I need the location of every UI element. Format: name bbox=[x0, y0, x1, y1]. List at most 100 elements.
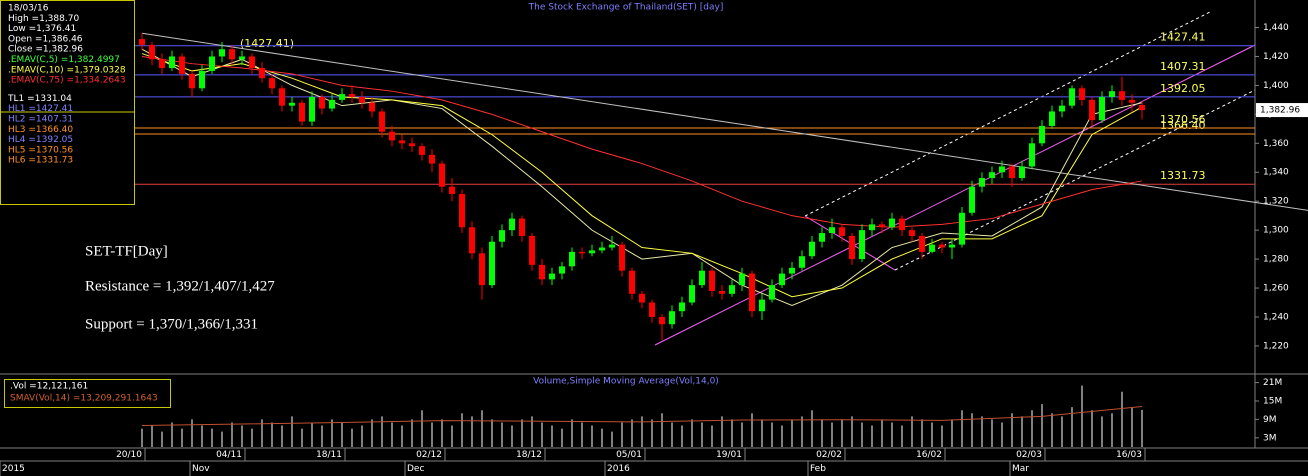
candle-body bbox=[719, 290, 725, 294]
candle-body bbox=[979, 178, 985, 187]
candle-body bbox=[229, 49, 235, 60]
candle-body bbox=[1029, 143, 1035, 167]
volume-info-line: .Vol =12,121,161 bbox=[10, 382, 88, 392]
candle-body bbox=[769, 285, 775, 300]
candle-body bbox=[1009, 166, 1015, 179]
candle-body bbox=[1119, 91, 1125, 100]
candle-body bbox=[789, 267, 795, 274]
x-tick-label: 02/03 bbox=[1016, 450, 1042, 460]
y-tick-label: 1,320 bbox=[1263, 197, 1289, 207]
y-tick-label: 21M bbox=[1263, 378, 1282, 388]
level-label: 1407.31 bbox=[1160, 60, 1206, 73]
candle-body bbox=[819, 233, 825, 242]
info-line: .EMAV(C,10) =1,379.0328 bbox=[8, 65, 126, 75]
period-label: Nov bbox=[192, 464, 210, 474]
candle-body bbox=[149, 44, 155, 60]
annotation: SET-TF[Day] bbox=[85, 243, 168, 259]
candle-body bbox=[999, 166, 1005, 173]
candle-body bbox=[549, 273, 555, 280]
ema-line bbox=[141, 55, 1143, 228]
period-label: 2015 bbox=[2, 464, 25, 474]
level-label: 1366.40 bbox=[1160, 119, 1206, 132]
candle-body bbox=[1019, 166, 1025, 179]
candle-body bbox=[319, 96, 325, 109]
price-tag-label: 1,382.96 bbox=[1260, 106, 1300, 116]
annotation: (1427.41) bbox=[240, 37, 294, 50]
x-tick-label: 02/12 bbox=[416, 450, 442, 460]
candle-body bbox=[799, 256, 805, 268]
candle-body bbox=[609, 244, 615, 248]
candle-body bbox=[249, 56, 255, 69]
volume-info-box bbox=[4, 379, 171, 408]
candle-body bbox=[469, 227, 475, 254]
candle-body bbox=[529, 235, 535, 265]
candle-body bbox=[579, 251, 585, 254]
candle-body bbox=[1089, 99, 1095, 121]
candle-body bbox=[429, 154, 435, 164]
candle-body bbox=[959, 212, 965, 245]
x-tick-label: 18/11 bbox=[316, 450, 342, 460]
y-tick-label: 1,280 bbox=[1263, 255, 1289, 265]
candle-body bbox=[599, 247, 605, 251]
candle-body bbox=[679, 302, 685, 312]
candle-body bbox=[139, 39, 145, 45]
candle-body bbox=[869, 224, 875, 231]
x-tick-label: 18/12 bbox=[516, 450, 542, 460]
candle-body bbox=[859, 230, 865, 260]
period-label: Mar bbox=[1012, 464, 1029, 474]
ema-line bbox=[141, 53, 1143, 298]
y-tick-label: 1,240 bbox=[1263, 312, 1289, 322]
annotation: Support = 1,370/1,366/1,331 bbox=[85, 316, 258, 332]
candle-body bbox=[439, 163, 445, 187]
candle-body bbox=[969, 186, 975, 213]
candle-body bbox=[1079, 88, 1085, 100]
candle-body bbox=[309, 96, 315, 122]
info-line: 18/03/16 bbox=[8, 4, 49, 14]
annotation: Resistance = 1,392/1,407/1,427 bbox=[85, 278, 275, 294]
candle-body bbox=[479, 253, 485, 286]
info-line: HL3 =1366.40 bbox=[8, 125, 73, 135]
candle-body bbox=[1099, 96, 1105, 121]
candle-body bbox=[199, 70, 205, 89]
period-label: Feb bbox=[810, 464, 826, 474]
candle-body bbox=[269, 78, 275, 89]
candle-body bbox=[389, 131, 395, 141]
candle-body bbox=[1059, 105, 1065, 112]
level-label: 1427.41 bbox=[1160, 31, 1206, 44]
x-tick-label: 05/01 bbox=[616, 450, 642, 460]
y-tick-label: 1,340 bbox=[1263, 168, 1289, 178]
candle-body bbox=[259, 68, 265, 79]
period-label: 2016 bbox=[607, 464, 630, 474]
candle-body bbox=[369, 102, 375, 112]
candle-body bbox=[159, 59, 165, 69]
candle-body bbox=[839, 227, 845, 236]
candle-body bbox=[539, 264, 545, 280]
period-label: Dec bbox=[407, 464, 424, 474]
candle-body bbox=[949, 244, 955, 248]
y-tick-label: 1,360 bbox=[1263, 139, 1289, 149]
candle-body bbox=[289, 102, 295, 106]
candle-body bbox=[1129, 99, 1135, 103]
channel-line bbox=[894, 89, 1256, 271]
candle-body bbox=[739, 273, 745, 286]
info-line: .EMAV(C,75) =1,334.2643 bbox=[8, 76, 126, 86]
candle-body bbox=[359, 96, 365, 103]
candle-body bbox=[499, 230, 505, 242]
candle-body bbox=[399, 140, 405, 144]
candle-body bbox=[299, 102, 305, 122]
candle-body bbox=[509, 218, 515, 231]
candle-body bbox=[419, 146, 425, 155]
candle-body bbox=[759, 299, 765, 312]
candle-body bbox=[939, 244, 945, 248]
candle-body bbox=[169, 56, 175, 69]
volume-title: Volume,Simple Moving Average(Vol,14,0) bbox=[533, 377, 719, 387]
candle-body bbox=[749, 273, 755, 312]
candle-body bbox=[649, 302, 655, 317]
candle-body bbox=[849, 235, 855, 260]
y-tick-label: 1,300 bbox=[1263, 226, 1289, 236]
candle-body bbox=[189, 73, 195, 89]
candle-body bbox=[899, 218, 905, 231]
candle-body bbox=[379, 111, 385, 132]
candle-body bbox=[519, 218, 525, 236]
